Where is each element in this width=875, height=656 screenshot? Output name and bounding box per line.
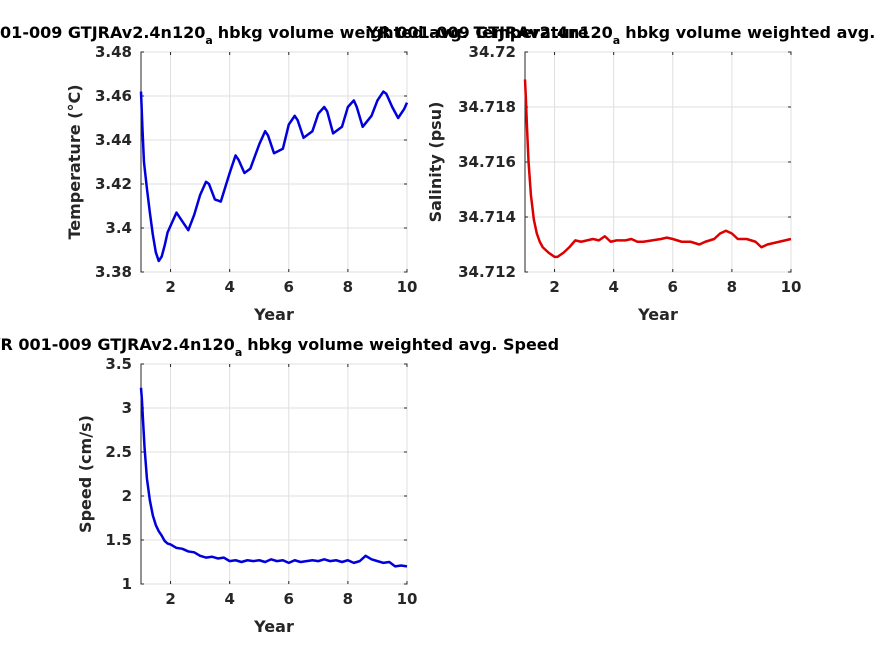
speed-title: YR 001-009 GTJRAv2.4n120a hbkg volume wei… — [0, 335, 559, 359]
speed-ylabel: Speed (cm/s) — [76, 415, 95, 533]
speed-xlabel: Year — [253, 617, 294, 636]
temperature-axes-box — [140, 51, 408, 273]
speed-grid — [141, 363, 408, 585]
salinity-grid — [525, 51, 792, 273]
temperature-xtick-label: 4 — [224, 278, 234, 296]
temperature-panel: 2 4 6 8 10 3.38 3.4 3.42 3.44 3.46 3.48 YR 001-009… — [0, 23, 589, 324]
speed-ytick-label: 1.5 — [105, 531, 132, 549]
speed-ytick-label: 3 — [122, 399, 132, 417]
temperature-xtick-label: 8 — [343, 278, 353, 296]
salinity-panel: 2 4 6 8 10 34.712 34.714 34.716 34.718 34.72 YR 0… — [366, 23, 875, 324]
salinity-title: YR 001-009 GTJRAv2.4n120a hbkg volume wei… — [366, 23, 875, 47]
salinity-ytick-label: 34.72 — [469, 43, 516, 61]
salinity-ticks: 2 4 6 8 10 34.712 34.714 34.716 34.718 34.72 — [458, 43, 801, 296]
speed-xtick-label: 8 — [343, 590, 353, 608]
salinity-series-line — [523, 79, 792, 259]
salinity-ytick-label: 34.714 — [458, 208, 516, 226]
temperature-ytick-label: 3.42 — [95, 175, 132, 193]
salinity-ytick-label: 34.712 — [458, 263, 516, 281]
temperature-ytick-label: 3.38 — [95, 263, 132, 281]
speed-ytick-label: 1 — [122, 575, 132, 593]
speed-panel: 2 4 6 8 10 1 1.5 2 2.5 3 3.5 YR 001-009 GTJRAv2.4n… — [0, 335, 559, 636]
temperature-ytick-label: 3.46 — [95, 87, 132, 105]
speed-axes-box — [140, 363, 408, 585]
salinity-xtick-label: 4 — [608, 278, 618, 296]
temperature-ytick-label: 3.44 — [95, 131, 132, 149]
speed-xtick-label: 4 — [224, 590, 234, 608]
speed-series-line — [139, 387, 408, 568]
speed-xtick-label: 6 — [284, 590, 294, 608]
salinity-xtick-label: 10 — [781, 278, 802, 296]
speed-ytick-label: 2.5 — [105, 443, 132, 461]
speed-ticks: 2 4 6 8 10 1 1.5 2 2.5 3 3.5 — [105, 355, 417, 608]
speed-xtick-label: 2 — [165, 590, 175, 608]
temperature-xlabel: Year — [253, 305, 294, 324]
salinity-xtick-label: 8 — [727, 278, 737, 296]
temperature-ytick-label: 3.4 — [105, 219, 132, 237]
speed-ytick-label: 2 — [122, 487, 132, 505]
salinity-xtick-label: 6 — [668, 278, 678, 296]
temperature-ylabel: Temperature (°C) — [65, 84, 84, 239]
salinity-xtick-label: 2 — [549, 278, 559, 296]
temperature-xtick-label: 10 — [397, 278, 418, 296]
temperature-grid — [141, 51, 408, 273]
temperature-ticks: 2 4 6 8 10 3.38 3.4 3.42 3.44 3.46 3.48 — [95, 43, 417, 296]
temperature-xtick-label: 2 — [165, 278, 175, 296]
salinity-ylabel: Salinity (psu) — [426, 102, 445, 223]
salinity-xlabel: Year — [637, 305, 678, 324]
salinity-ytick-label: 34.716 — [458, 153, 516, 171]
salinity-ytick-label: 34.718 — [458, 98, 516, 116]
temperature-xtick-label: 6 — [284, 278, 294, 296]
speed-xtick-label: 10 — [397, 590, 418, 608]
speed-ytick-label: 3.5 — [105, 355, 132, 373]
temperature-series-line — [139, 90, 409, 263]
temperature-ytick-label: 3.48 — [95, 43, 132, 61]
